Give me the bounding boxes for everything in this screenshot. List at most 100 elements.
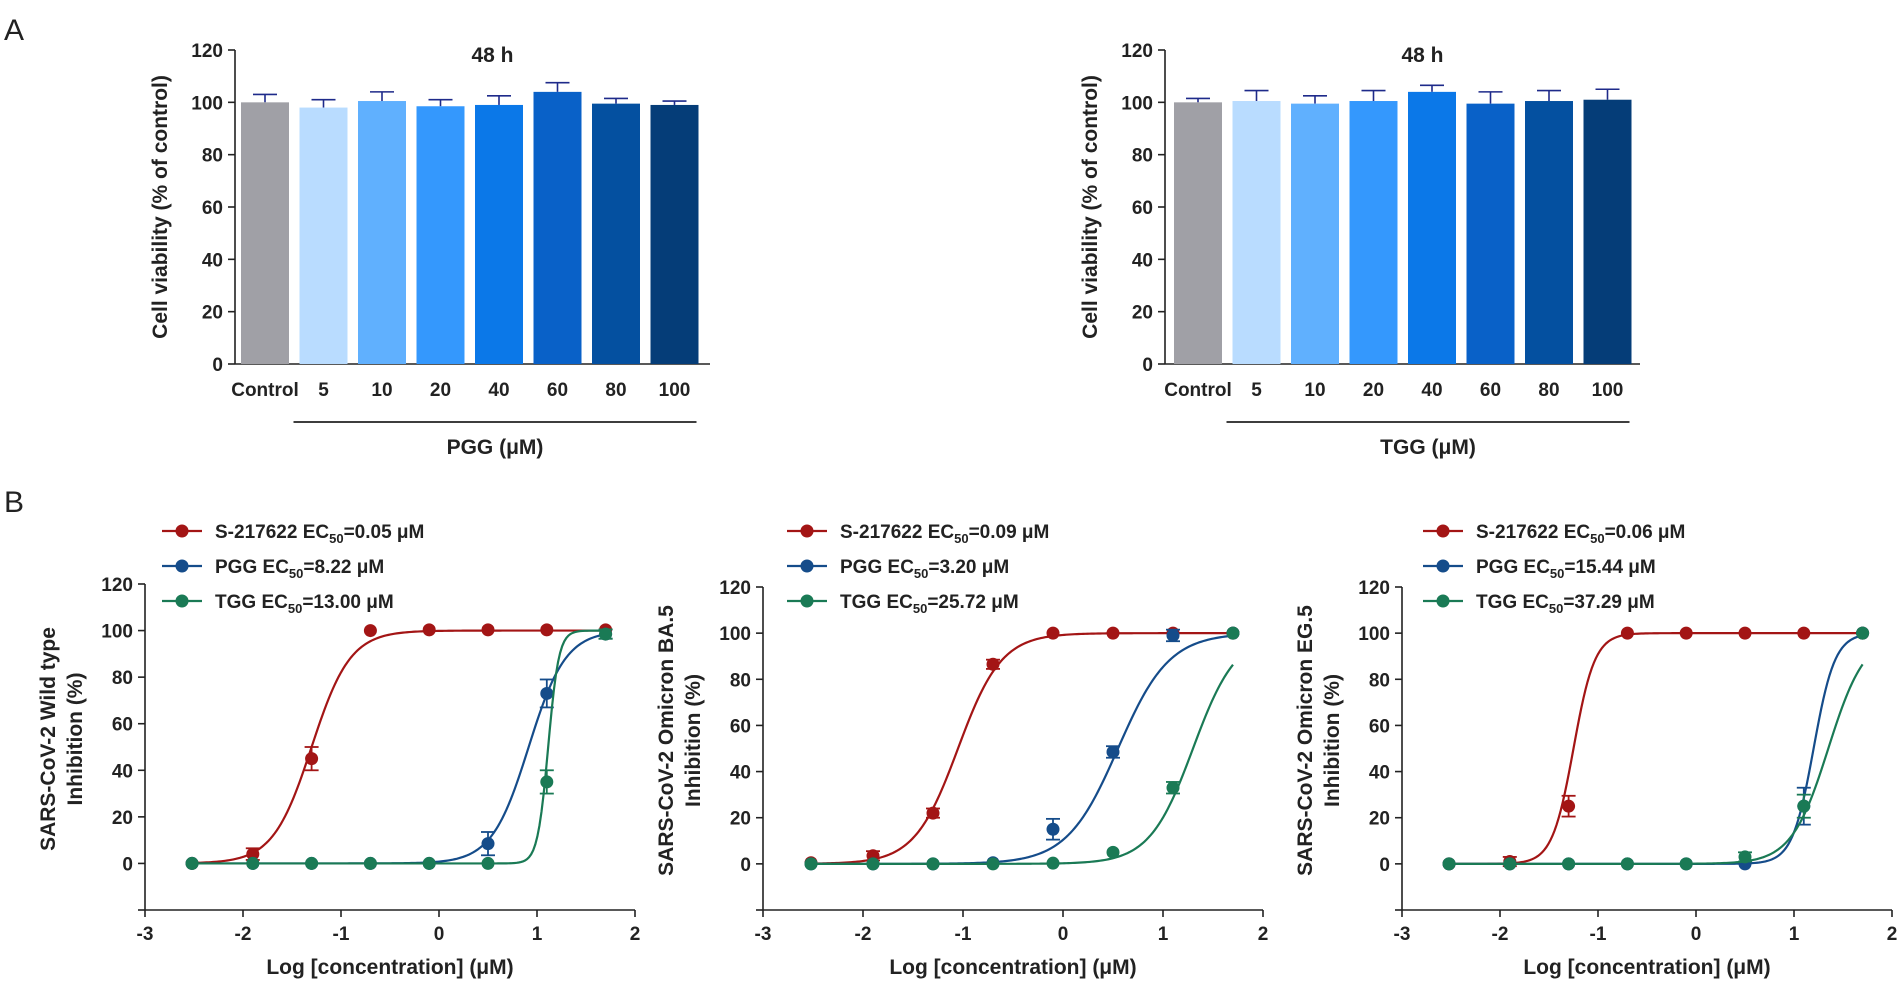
dose-response-chart-3: 0 20 40 60 80 100 120 -3 -2 -1 0 1 2 Log [concentrati… <box>1294 522 1897 979</box>
x-axis-label: Log [concentration] (μM) <box>1523 956 1770 979</box>
legend-series-name: TGG <box>215 592 256 613</box>
y-tick-label: 60 <box>202 198 223 219</box>
data-point <box>1166 628 1180 642</box>
x-tick-label: 1 <box>1789 924 1800 945</box>
data-point <box>540 623 554 637</box>
data-point <box>185 856 199 870</box>
y-axis-label: Cell viability (% of control) <box>1079 75 1102 339</box>
legend-label: PGG EC50=3.20 μM <box>840 557 1009 581</box>
series-tgg <box>804 626 1240 871</box>
data-point <box>1620 626 1634 640</box>
legend-marker <box>1436 559 1450 573</box>
legend-series-name: PGG <box>840 557 882 578</box>
data-point <box>986 857 1000 871</box>
x-tick-label: Control <box>231 380 299 401</box>
y-tick-label: 40 <box>1132 250 1153 271</box>
x-tick-label: 20 <box>1363 380 1384 401</box>
fit-curve <box>192 629 606 865</box>
legend-marker <box>175 559 189 573</box>
legend-ec-value: =15.44 μM <box>1564 557 1655 578</box>
bar <box>475 104 523 364</box>
data-point <box>540 775 554 789</box>
legend-marker <box>175 524 189 538</box>
data-point <box>1562 857 1576 871</box>
y-tick-label: 120 <box>101 575 133 596</box>
data-point <box>1856 626 1870 640</box>
data-point <box>422 856 436 870</box>
legend-label: PGG EC50=8.22 μM <box>215 557 384 581</box>
fit-curve <box>192 633 606 865</box>
y-tick-label: 120 <box>1121 41 1153 62</box>
data-point <box>1738 626 1752 640</box>
x-axis-label: Log [concentration] (μM) <box>889 956 1136 979</box>
y-tick-label: 100 <box>101 622 133 643</box>
fit-curve <box>192 629 606 865</box>
y-axis-label-line: SARS-CoV-2 Wild type <box>37 627 60 851</box>
legend-series-name: S-217622 <box>1476 522 1558 543</box>
legend-ec-subscript: 50 <box>289 566 303 581</box>
fit-curve <box>810 632 1233 865</box>
data-point <box>599 627 613 641</box>
y-tick-label: 100 <box>191 93 223 114</box>
y-tick-label: 20 <box>112 808 133 829</box>
y-tick-label: 100 <box>1358 624 1390 645</box>
data-point <box>1679 857 1693 871</box>
legend-marker <box>800 524 814 538</box>
legend-ec-label: EC <box>261 592 288 613</box>
legend-label: PGG EC50=15.44 μM <box>1476 557 1656 581</box>
bar <box>1466 103 1515 365</box>
bar-chart-1: 0 20 40 60 80 100 120 Control 5 10 20 40 60 80 100 48 h… <box>149 41 710 459</box>
x-tick-label: Control <box>1164 380 1232 401</box>
y-tick-label: 80 <box>112 668 133 689</box>
data-point <box>1166 781 1180 795</box>
legend-ec-label: EC <box>1564 522 1591 543</box>
data-point <box>481 623 495 637</box>
x-tick-label: 5 <box>318 380 329 401</box>
legend-series-name: TGG <box>1476 592 1517 613</box>
y-tick-label: 120 <box>719 578 751 599</box>
fit-curve <box>1449 634 1863 865</box>
x-tick-label: 2 <box>630 924 641 945</box>
y-tick-label: 60 <box>112 715 133 736</box>
y-tick-label: 100 <box>1121 93 1153 114</box>
data-point <box>363 624 377 638</box>
data-point <box>866 857 880 871</box>
bar <box>299 107 348 365</box>
legend-label: TGG EC50=13.00 μM <box>215 592 394 616</box>
bar <box>416 106 465 364</box>
legend-marker <box>800 559 814 573</box>
series-tgg <box>185 627 613 870</box>
series-pgg <box>804 626 1240 871</box>
x-tick-label: 10 <box>371 380 392 401</box>
y-tick-label: 0 <box>212 355 223 376</box>
y-tick-label: 80 <box>1132 146 1153 167</box>
x-tick-label: 1 <box>1158 924 1169 945</box>
data-point <box>363 856 377 870</box>
legend-marker <box>1436 524 1450 538</box>
legend-label: S-217622 EC50=0.05 μM <box>215 522 424 546</box>
x-tick-label: 60 <box>547 380 568 401</box>
y-tick-label: 0 <box>1142 355 1153 376</box>
chart-title: 48 h <box>471 44 513 67</box>
legend-ec-value: =8.22 μM <box>303 557 384 578</box>
legend-ec-subscript: 50 <box>914 566 928 581</box>
legend-ec-label: EC <box>263 557 290 578</box>
legend-ec-label: EC <box>1524 557 1551 578</box>
y-tick-label: 0 <box>122 854 133 875</box>
y-tick-label: 100 <box>719 624 751 645</box>
series-pgg <box>1442 626 1870 871</box>
fit-curve <box>1449 632 1863 865</box>
bar <box>1525 101 1573 365</box>
fit-curve <box>811 664 1234 865</box>
data-point <box>1106 745 1120 759</box>
y-axis-label-line: Inhibition (%) <box>64 673 87 806</box>
legend-ec-label: EC <box>888 557 915 578</box>
legend-ec-value: =13.00 μM <box>302 592 393 613</box>
data-point <box>1738 850 1752 864</box>
data-point <box>1679 626 1693 640</box>
y-tick-label: 40 <box>112 761 133 782</box>
series-s-217622 <box>804 626 1240 870</box>
data-point <box>1562 799 1576 813</box>
bar <box>1583 99 1632 364</box>
x-tick-label: -1 <box>955 924 972 945</box>
